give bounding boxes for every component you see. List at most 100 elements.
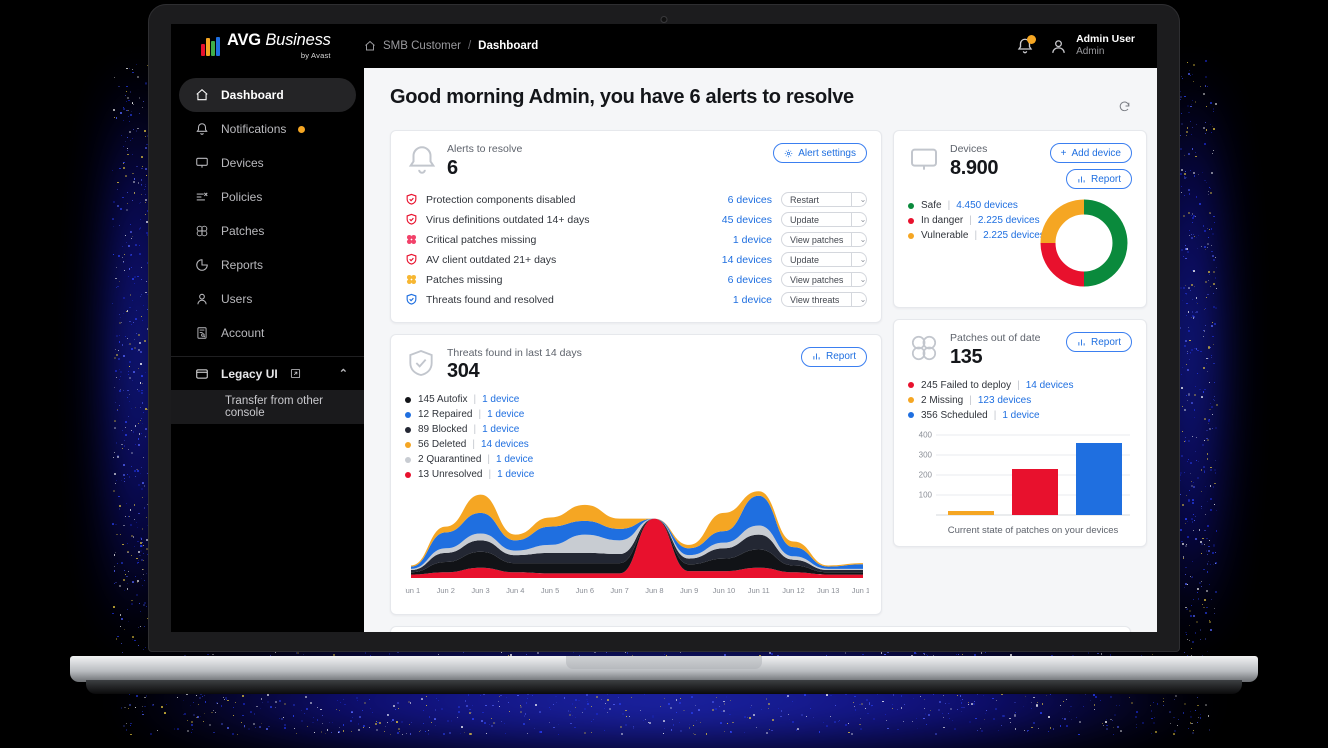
alert-device-count[interactable]: 1 device [733, 294, 772, 306]
legend-label: 13 Unresolved [418, 469, 482, 480]
subscriptions-card: Active subscriptions 3 Use activation co… [390, 626, 1131, 632]
alert-text: Protection components disabled [426, 194, 575, 206]
top-bar: AVG Business by Avast SMB Customer / Das… [171, 24, 1157, 68]
alert-device-count[interactable]: 6 devices [728, 194, 772, 206]
notifications-button[interactable] [1016, 37, 1034, 55]
legend-device-count[interactable]: 14 devices [1026, 380, 1074, 391]
patches-report-button[interactable]: Report [1066, 332, 1132, 352]
brand-tagline: by Avast [227, 51, 331, 60]
laptop-base-shadow [86, 680, 1242, 694]
threats-card: Threats found in last 14 days 304 Report [390, 334, 882, 616]
user-avatar-icon [1050, 38, 1067, 55]
alert-device-count[interactable]: 6 devices [728, 274, 772, 286]
legend-row: 145 Autofix | 1 device [405, 392, 867, 407]
refresh-button[interactable] [1118, 100, 1131, 118]
x-tick-label: Jun 3 [471, 586, 489, 595]
monitor-icon [908, 143, 942, 177]
alert-action-select[interactable]: Update ⌄ [781, 212, 867, 227]
breadcrumb: SMB Customer / Dashboard [364, 40, 538, 52]
sidebar-label: Users [221, 292, 252, 306]
breadcrumb-customer[interactable]: SMB Customer [383, 40, 461, 52]
home-icon[interactable] [364, 40, 376, 52]
threats-report-label: Report [826, 351, 856, 362]
shield-alert-icon [405, 213, 418, 226]
legend-device-count[interactable]: 14 devices [481, 439, 529, 450]
legend-separator: | [473, 394, 476, 405]
alert-settings-button[interactable]: Alert settings [773, 143, 867, 163]
legend-device-count[interactable]: 1 device [497, 469, 534, 480]
alert-device-count[interactable]: 14 devices [722, 254, 772, 266]
x-tick-label: Jun 14 [852, 586, 869, 595]
y-tick-label: 100 [919, 490, 933, 499]
alert-action-select[interactable]: View patches ⌄ [781, 272, 867, 287]
threats-report-button[interactable]: Report [801, 347, 867, 367]
alert-action-select[interactable]: Restart ⌄ [781, 192, 867, 207]
legend-device-count[interactable]: 4.450 devices [956, 200, 1018, 211]
sidebar-item-dashboard[interactable]: Dashboard [179, 78, 356, 112]
brand-logo[interactable]: AVG Business by Avast [171, 32, 364, 60]
legend-bullet [908, 218, 914, 224]
devices-card: Devices 8.900 + Add device Rep [893, 130, 1147, 308]
alert-device-count[interactable]: 1 device [733, 234, 772, 246]
devices-report-label: Report [1091, 174, 1121, 185]
alert-row: Protection components disabled 6 devices… [405, 190, 867, 210]
sidebar-item-policies[interactable]: Policies [179, 180, 356, 214]
legend-device-count[interactable]: 1 device [1002, 410, 1039, 421]
legend-label: 356 Scheduled [921, 410, 988, 421]
alert-action-label: View patches [782, 275, 843, 285]
notification-badge [1027, 35, 1036, 44]
devices-report-button[interactable]: Report [1066, 169, 1132, 189]
legend-device-count[interactable]: 123 devices [978, 395, 1031, 406]
patches-report-label: Report [1091, 337, 1121, 348]
alert-text: Threats found and resolved [426, 294, 554, 306]
legend-device-count[interactable]: 1 device [482, 424, 519, 435]
alert-action-select[interactable]: Update ⌄ [781, 252, 867, 267]
alert-row: Virus definitions outdated 14+ days 45 d… [405, 210, 867, 230]
bar-missing [948, 511, 994, 515]
add-device-button[interactable]: + Add device [1050, 143, 1132, 163]
monitor-icon [195, 156, 209, 170]
legend-separator: | [487, 454, 490, 465]
sidebar: Dashboard Notifications Devices Policies… [171, 68, 364, 632]
legend-device-count[interactable]: 1 device [487, 409, 524, 420]
dashboard-grid: Alerts to resolve 6 Alert settings [364, 118, 1157, 626]
alerts-card-actions: Alert settings [773, 143, 867, 163]
devices-card-header: Devices 8.900 + Add device Rep [908, 143, 1132, 189]
legend-row: 2 Quarantined | 1 device [405, 452, 867, 467]
alert-row: Patches missing 6 devices View patches ⌄ [405, 270, 867, 290]
sidebar-item-legacy-ui[interactable]: Legacy UI ⌃ [171, 356, 364, 390]
refresh-icon [1118, 100, 1131, 113]
alert-action-label: Update [782, 215, 819, 225]
alerts-list: Protection components disabled 6 devices… [405, 190, 867, 310]
sidebar-item-patches[interactable]: Patches [179, 214, 356, 248]
sidebar-item-transfer-console[interactable]: Transfer from other console [171, 390, 364, 424]
right-column: Devices 8.900 + Add device Rep [893, 130, 1147, 626]
main-content: Good morning Admin, you have 6 alerts to… [364, 68, 1157, 632]
legend-separator: | [478, 409, 481, 420]
x-tick-label: Jun 10 [713, 586, 736, 595]
threats-card-header: Threats found in last 14 days 304 Report [405, 347, 867, 384]
sidebar-item-devices[interactable]: Devices [179, 146, 356, 180]
legend-device-count[interactable]: 1 device [482, 394, 519, 405]
alert-device-count[interactable]: 45 devices [722, 214, 772, 226]
alerts-card-value: 6 [447, 157, 522, 180]
alert-action-select[interactable]: View threats ⌄ [781, 292, 867, 307]
sidebar-item-users[interactable]: Users [179, 282, 356, 316]
user-menu[interactable]: Admin User Admin [1050, 33, 1135, 59]
legend-bullet [908, 412, 914, 418]
sidebar-item-account[interactable]: Account [179, 316, 356, 350]
legend-bullet [908, 397, 914, 403]
patches-card-value: 135 [950, 346, 1040, 369]
patches-icon [405, 233, 418, 246]
legend-bullet [908, 203, 914, 209]
legend-label: 2 Missing [921, 395, 963, 406]
laptop-trackpad-notch [566, 656, 762, 669]
sidebar-item-notifications[interactable]: Notifications [179, 112, 356, 146]
sidebar-item-reports[interactable]: Reports [179, 248, 356, 282]
legend-device-count[interactable]: 1 device [496, 454, 533, 465]
alert-action-select[interactable]: View patches ⌄ [781, 232, 867, 247]
legend-device-count[interactable]: 2.225 devices [978, 215, 1040, 226]
alert-action-label: Update [782, 255, 819, 265]
x-tick-label: Jun 5 [541, 586, 559, 595]
alert-action-label: View patches [782, 235, 843, 245]
